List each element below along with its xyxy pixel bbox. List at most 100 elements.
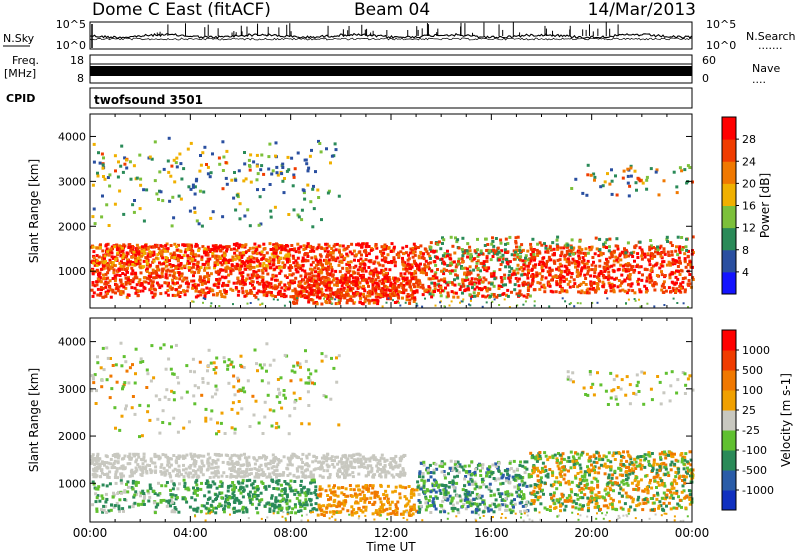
range-cell <box>446 249 449 253</box>
range-cell <box>352 266 356 270</box>
range-cell <box>307 166 311 170</box>
range-cell <box>273 205 277 209</box>
range-cell <box>402 288 405 292</box>
range-cell <box>335 472 339 476</box>
range-cell <box>155 281 159 285</box>
range-cell <box>207 248 211 252</box>
range-cell <box>308 278 312 282</box>
range-cell <box>185 276 189 280</box>
range-cell <box>105 247 109 251</box>
range-cell <box>605 246 608 249</box>
range-cell <box>272 247 275 251</box>
range-cell <box>372 475 376 479</box>
range-cell <box>224 269 228 273</box>
range-cell <box>484 295 488 299</box>
range-cell <box>415 289 419 293</box>
range-cell <box>357 259 360 263</box>
range-cell <box>389 297 393 301</box>
range-cell <box>159 465 163 469</box>
range-cell <box>326 267 330 271</box>
range-cell <box>678 251 682 255</box>
range-cell <box>413 285 416 289</box>
range-cell <box>364 460 368 463</box>
range-cell <box>124 282 128 286</box>
range-cell <box>221 460 225 464</box>
range-cell <box>241 507 245 511</box>
range-cell <box>171 274 175 278</box>
range-cell <box>111 454 115 457</box>
range-cell <box>184 281 188 285</box>
range-cell <box>232 242 236 246</box>
range-cell <box>676 253 680 257</box>
range-cell <box>271 294 275 298</box>
range-cell <box>503 298 506 301</box>
range-cell <box>401 260 405 264</box>
range-cell <box>245 479 249 483</box>
range-cell <box>277 246 281 249</box>
range-cell <box>244 177 248 181</box>
range-cell <box>220 293 224 296</box>
range-cell <box>361 259 365 263</box>
range-cell <box>368 299 372 303</box>
range-cell <box>137 289 140 293</box>
range-cell <box>189 244 193 248</box>
range-cell <box>173 510 177 514</box>
range-cell <box>551 241 555 245</box>
range-cell <box>308 154 312 158</box>
range-cell <box>176 472 180 476</box>
range-cell <box>314 258 318 262</box>
range-cell <box>404 301 407 304</box>
range-cell <box>191 257 195 261</box>
range-cell <box>408 301 412 305</box>
range-cell <box>300 208 304 212</box>
range-cell <box>179 162 183 166</box>
range-cell <box>231 492 235 496</box>
range-cell <box>330 154 334 158</box>
range-cell <box>285 498 289 502</box>
range-cell <box>272 298 275 301</box>
range-cell <box>439 290 442 294</box>
range-cell <box>632 270 636 274</box>
range-cell <box>171 278 175 282</box>
range-cell <box>156 267 160 271</box>
range-cell <box>491 255 495 258</box>
nsky-label: N.Sky <box>3 32 35 45</box>
range-cell <box>286 155 290 159</box>
range-cell <box>96 259 100 263</box>
range-cell <box>286 463 290 467</box>
range-cell <box>296 263 300 267</box>
range-cell <box>433 276 437 280</box>
range-cell <box>262 188 266 191</box>
range-cell <box>159 190 163 194</box>
range-cell <box>538 287 542 291</box>
range-cell <box>182 475 186 479</box>
range-cell <box>398 463 402 467</box>
range-cell <box>299 509 303 513</box>
range-cell <box>542 283 546 287</box>
range-cell <box>106 281 110 285</box>
range-cell <box>314 170 317 174</box>
range-cell <box>320 276 324 280</box>
range-cell <box>364 258 368 262</box>
range-cell <box>208 175 212 179</box>
range-cell <box>96 293 100 297</box>
range-cell <box>140 473 144 477</box>
range-cell <box>656 245 659 249</box>
range-cell <box>680 169 684 173</box>
range-cell <box>412 272 416 276</box>
range-cell <box>119 254 123 258</box>
range-cell <box>126 480 130 484</box>
range-cell <box>422 257 426 261</box>
range-cell <box>96 494 100 498</box>
range-cell <box>366 464 370 468</box>
range-cell <box>523 272 527 276</box>
range-cell <box>233 453 236 457</box>
range-cell <box>369 456 373 460</box>
range-cell <box>473 287 477 291</box>
range-cell <box>650 267 654 270</box>
range-cell <box>109 247 113 251</box>
range-cell <box>121 272 125 275</box>
range-cell <box>173 467 177 471</box>
range-cell <box>684 245 688 249</box>
range-cell <box>306 488 310 492</box>
